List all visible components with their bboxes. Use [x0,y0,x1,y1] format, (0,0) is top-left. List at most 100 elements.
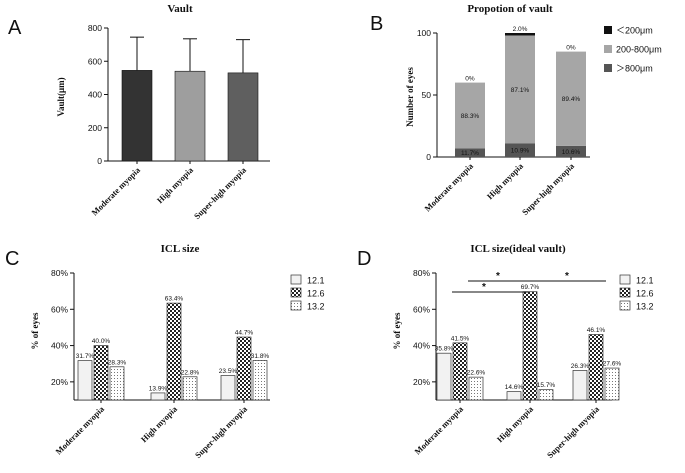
chart-d-bar [522,291,538,401]
chart-c-data-label: 44.7% [235,330,254,337]
chart-a-ytick-label: 600 [88,56,102,66]
chart-c-ylabel: % of eyes [30,312,40,349]
chart-icl-size-ideal-vault: ICL size(ideal vault) % of eyes 20% 40% 60… [392,243,654,460]
chart-b-bar-segment [505,35,535,144]
chart-d-legend-label: 12.1 [636,276,654,286]
chart-d-bar [436,352,452,401]
chart-b-legend-label: ＞800μm [616,64,653,74]
chart-b-bar-segment [505,33,535,36]
chart-a-bar [227,72,259,162]
chart-c-ytick-label: 40% [51,341,68,351]
chart-b-legend-label: ＜200μm [616,26,653,36]
chart-d-ytick-label: 40% [413,341,430,351]
chart-c-xtick-label: Super-high myopia [193,403,250,460]
chart-c-xtick-label: High myopia [139,403,180,444]
chart-b-data-label: 0% [566,45,576,52]
chart-b-data-label: 0% [465,76,475,83]
chart-c-ytick-label: 80% [51,268,68,278]
chart-a-xtick-label: Super-high myopia [192,164,249,221]
chart-c-data-label: 31.7% [76,353,95,360]
chart-b-data-label: 2.0% [513,26,528,33]
chart-c-bar [166,302,182,401]
chart-c-data-label: 22.8% [181,369,200,376]
chart-d-ytick-label: 60% [413,304,430,314]
chart-c-x-categories: Moderate myopia High myopia Super-high myo… [53,400,250,460]
chart-b-ytick-label: 100 [417,28,431,38]
chart-d-legend-swatch [619,287,631,298]
chart-proportion-of-vault: Propotion of vault Number of eyes 0 50 100… [405,3,662,217]
chart-b-xtick-label: Super-high myopia [520,160,577,217]
chart-c-data-label: 28.3% [108,359,127,366]
chart-d-data-label: 15.7% [537,382,556,389]
chart-d-xtick-label: Moderate myopia [412,403,465,456]
chart-b-bar-segment [556,51,586,146]
chart-d-bar [452,342,468,401]
chart-c-legend: 12.1 12.6 13.2 [290,274,325,312]
chart-b-bar-segment [505,143,535,157]
panel-letter-b: B [370,13,383,35]
chart-d-x-categories: Moderate myopia High myopia Super-high myo… [412,400,602,460]
chart-c-data-label: 31.8% [251,353,270,360]
chart-d-bar [506,391,522,401]
chart-a-ytick-label: 0 [97,156,102,166]
chart-d-bar [572,370,588,401]
chart-c-legend-label: 12.1 [307,276,325,286]
chart-c-bar [236,336,252,401]
chart-d-data-label: 35.8% [435,346,454,353]
chart-d-ylabel: % of eyes [392,312,402,349]
chart-d-title: ICL size(ideal vault) [470,243,566,255]
chart-c-legend-swatch [290,274,302,285]
chart-b-legend-swatch [604,26,612,34]
chart-b-data-label: 87.1% [511,87,530,94]
chart-d-significance-star: * [565,271,569,282]
chart-b-bar-segment [556,145,586,157]
chart-d-xtick-label: Super-high myopia [545,403,602,460]
chart-d-data-label: 22.6% [467,370,486,377]
chart-c-xtick-label: Moderate myopia [53,403,106,456]
chart-b-data-label: 10.9% [511,148,530,155]
chart-b-xtick-label: High myopia [485,160,526,201]
chart-c-title: ICL size [161,243,200,255]
chart-c-bar [182,376,198,401]
chart-a-xtick-label: Moderate myopia [89,164,142,217]
chart-a-bar [174,70,206,162]
chart-c-bar [77,360,93,401]
chart-a-title: Vault [167,3,193,15]
chart-d-legend: 12.1 12.6 13.2 [619,274,654,312]
chart-c-bar [220,375,236,401]
chart-a-ytick-label: 200 [88,123,102,133]
chart-b-ylabel: Number of eyes [405,67,415,127]
chart-d-legend-swatch [619,300,631,311]
chart-b-data-label: 10.6% [562,149,581,156]
chart-d-xtick-label: High myopia [495,403,536,444]
chart-d-significance: * * * [452,271,606,293]
chart-b-legend-label: 200-800μm [616,45,662,55]
chart-vault: Vault Vault(μm) 0 200 400 600 800 Moderate m… [56,3,270,221]
chart-icl-size: ICL size % of eyes 20% 40% 60% 80% 31.7% 40.… [30,243,325,460]
chart-b-data-label: 11.7% [461,150,479,157]
chart-c-bar [150,392,166,401]
chart-c-legend-swatch [290,300,302,311]
chart-d-bar [538,389,554,401]
chart-b-data-label: 89.4% [562,96,581,103]
chart-a-ytick-label: 400 [88,90,102,100]
chart-b-legend-swatch [604,64,612,72]
chart-d-legend-label: 13.2 [636,302,654,312]
chart-d-data-label: 14.6% [505,384,524,391]
chart-b-ytick-label: 50 [422,90,432,100]
panel-letter-c: C [5,248,19,270]
chart-d-ytick-label: 20% [413,377,430,387]
chart-d-data-label: 46.1% [587,327,606,334]
chart-d-significance-star: * [496,271,500,282]
chart-d-data-label: 27.6% [603,361,622,368]
chart-b-bar-segment [455,148,485,157]
chart-c-bar [93,345,109,401]
chart-b-title: Propotion of vault [467,3,553,15]
chart-b-data-label: 88.3% [461,113,480,120]
chart-a-ylabel: Vault(μm) [56,77,66,116]
chart-c-bar [109,366,125,401]
chart-c-ytick-label: 20% [51,377,68,387]
